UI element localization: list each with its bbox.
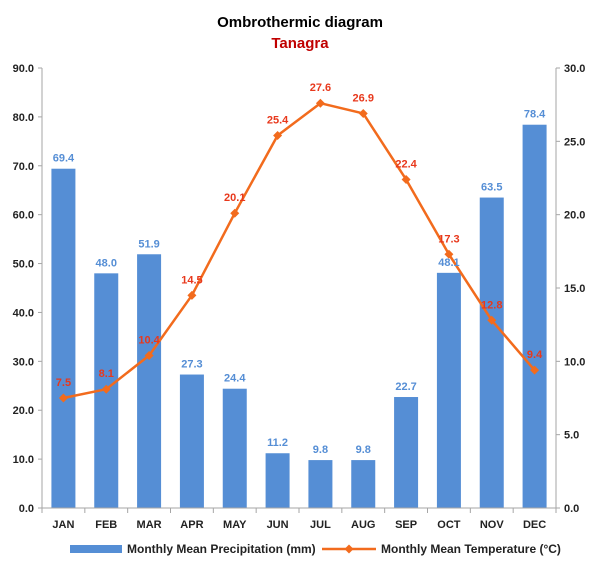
precipitation-data-label: 48.0 bbox=[96, 257, 117, 269]
precipitation-bar bbox=[479, 197, 504, 509]
left-tick-label: 70.0 bbox=[13, 161, 34, 173]
legend-temperature-label: Monthly Mean Temperature (°C) bbox=[381, 542, 561, 556]
temperature-marker bbox=[273, 130, 283, 140]
left-tick-label: 80.0 bbox=[13, 112, 34, 124]
x-tick-label: MAY bbox=[223, 519, 247, 531]
x-tick-label: AUG bbox=[351, 519, 375, 531]
temperature-marker bbox=[230, 208, 240, 218]
left-y-axis: 0.0 10.0 20.0 30.0 40.0 50.0 60.0 70.0 80.0 90.0 bbox=[13, 63, 43, 515]
temperature-marker bbox=[444, 249, 454, 259]
temperature-labels: 7.5 8.1 10.4 14.5 20.1 25.4 27.6 26.9 22.4 17.3 12… bbox=[56, 82, 543, 389]
x-axis: JAN FEB MAR APR MAY JUN JUL AUG SEP OCT NOV DEC bbox=[41, 507, 557, 531]
precipitation-data-label: 24.4 bbox=[224, 373, 246, 385]
left-tick-label: 40.0 bbox=[13, 307, 34, 319]
left-tick-label: 10.0 bbox=[13, 454, 34, 466]
temperature-data-label: 8.1 bbox=[99, 368, 114, 380]
precipitation-bar bbox=[179, 374, 204, 508]
precipitation-bar bbox=[137, 254, 162, 508]
precipitation-bars bbox=[51, 124, 547, 509]
chart-subtitle: Tanagra bbox=[271, 35, 329, 52]
temperature-marker bbox=[358, 108, 368, 118]
right-tick-label: 0.0 bbox=[564, 503, 579, 515]
temperature-marker bbox=[187, 290, 197, 300]
x-tick-label: MAR bbox=[137, 519, 162, 531]
x-tick-label: SEP bbox=[395, 519, 417, 531]
temperature-marker bbox=[530, 365, 540, 375]
left-tick-label: 60.0 bbox=[13, 210, 34, 222]
temperature-marker bbox=[487, 315, 497, 325]
temperature-data-label: 7.5 bbox=[56, 377, 71, 389]
precipitation-data-label: 9.8 bbox=[356, 444, 371, 456]
left-tick-label: 30.0 bbox=[13, 356, 34, 368]
temperature-marker bbox=[101, 384, 111, 394]
x-tick-label: JUL bbox=[310, 519, 331, 531]
temperature-data-label: 27.6 bbox=[310, 82, 331, 94]
x-tick-label: NOV bbox=[480, 519, 505, 531]
right-y-axis: 0.0 5.0 10.0 15.0 20.0 25.0 30.0 bbox=[555, 63, 585, 515]
precipitation-bar bbox=[308, 460, 333, 508]
precipitation-data-label: 69.4 bbox=[53, 153, 75, 165]
precipitation-bar bbox=[351, 460, 376, 508]
temperature-data-label: 25.4 bbox=[267, 114, 289, 126]
precipitation-bar bbox=[222, 388, 247, 508]
precipitation-data-label: 9.8 bbox=[313, 444, 328, 456]
temperature-data-label: 20.1 bbox=[224, 192, 245, 204]
x-tick-label: JAN bbox=[52, 519, 74, 531]
temperature-line bbox=[58, 98, 540, 403]
x-tick-label: OCT bbox=[437, 519, 461, 531]
left-tick-label: 20.0 bbox=[13, 405, 34, 417]
precipitation-data-label: 22.7 bbox=[395, 381, 416, 393]
precipitation-bar bbox=[436, 272, 461, 508]
precipitation-bar bbox=[51, 168, 76, 508]
chart-title: Ombrothermic diagram bbox=[217, 14, 383, 31]
precipitation-bar bbox=[522, 124, 547, 508]
temperature-data-label: 26.9 bbox=[353, 92, 374, 104]
temperature-marker bbox=[58, 393, 68, 403]
precipitation-data-label: 11.2 bbox=[267, 437, 288, 449]
precipitation-bar bbox=[394, 397, 419, 508]
x-tick-label: APR bbox=[180, 519, 203, 531]
precipitation-data-label: 27.3 bbox=[181, 359, 202, 371]
right-tick-label: 20.0 bbox=[564, 210, 585, 222]
legend-precipitation-label: Monthly Mean Precipitation (mm) bbox=[127, 542, 316, 556]
left-tick-label: 90.0 bbox=[13, 63, 34, 75]
temperature-marker bbox=[401, 174, 411, 184]
precipitation-data-label: 51.9 bbox=[138, 238, 159, 250]
temperature-data-label: 10.4 bbox=[138, 334, 160, 346]
precipitation-data-label: 48.1 bbox=[438, 257, 459, 269]
right-tick-label: 10.0 bbox=[564, 356, 585, 368]
temperature-data-label: 17.3 bbox=[438, 233, 459, 245]
left-tick-label: 50.0 bbox=[13, 259, 34, 271]
temperature-data-label: 22.4 bbox=[395, 158, 417, 170]
precipitation-bar bbox=[265, 453, 290, 508]
left-tick-label: 0.0 bbox=[19, 503, 34, 515]
precipitation-data-label: 63.5 bbox=[481, 182, 502, 194]
x-tick-label: JUN bbox=[267, 519, 289, 531]
temperature-data-label: 14.5 bbox=[181, 274, 202, 286]
legend-temperature-marker bbox=[344, 544, 354, 554]
legend: Monthly Mean Precipitation (mm) Monthly … bbox=[70, 542, 561, 556]
x-tick-label: FEB bbox=[95, 519, 117, 531]
temperature-series-line bbox=[63, 101, 536, 400]
temperature-data-label: 12.8 bbox=[481, 299, 502, 311]
legend-precipitation-swatch bbox=[70, 545, 122, 553]
x-tick-label: DEC bbox=[523, 519, 546, 531]
temperature-marker bbox=[315, 98, 325, 108]
precipitation-labels: 69.4 48.0 51.9 27.3 24.4 11.2 9.8 9.8 22.7 48.1 63… bbox=[53, 109, 546, 456]
right-tick-label: 30.0 bbox=[564, 63, 585, 75]
right-tick-label: 15.0 bbox=[564, 283, 585, 295]
temperature-marker bbox=[144, 350, 154, 360]
precipitation-data-label: 78.4 bbox=[524, 109, 546, 121]
right-tick-label: 25.0 bbox=[564, 136, 585, 148]
temperature-data-label: 9.4 bbox=[527, 349, 543, 361]
right-tick-label: 5.0 bbox=[564, 430, 579, 442]
